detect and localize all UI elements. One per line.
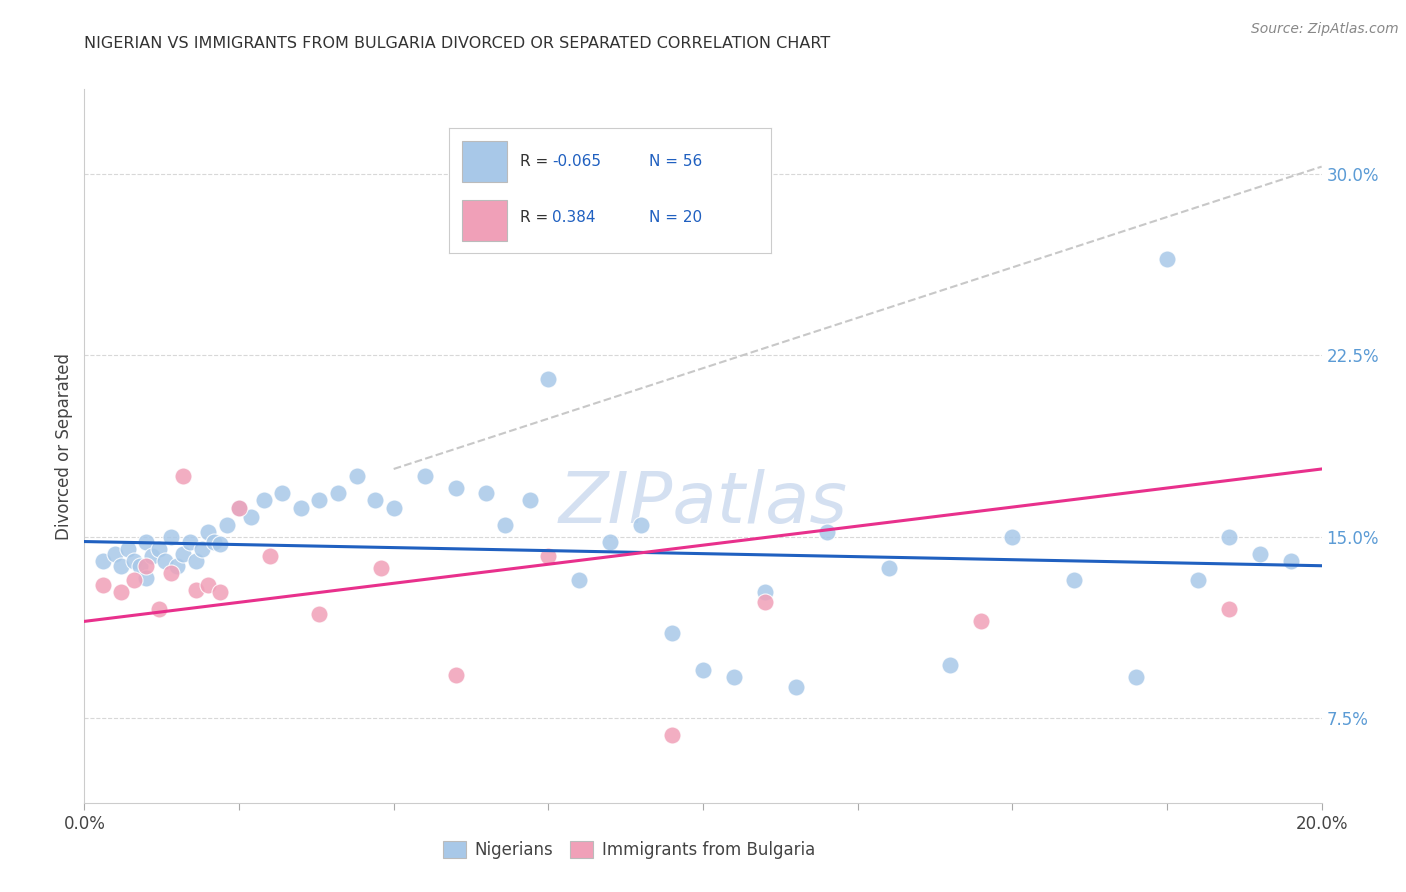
Point [444, 481, 467, 495]
Point [970, 615, 993, 629]
Point [141, 549, 163, 563]
Point [444, 667, 467, 681]
Point [568, 574, 591, 588]
Point [785, 680, 807, 694]
Point [91, 554, 114, 568]
Point [240, 510, 263, 524]
Point [308, 493, 330, 508]
Point [1218, 602, 1240, 616]
Point [122, 574, 145, 588]
Point [537, 372, 560, 386]
Point [110, 558, 132, 573]
Point [135, 534, 157, 549]
Text: NIGERIAN VS IMMIGRANTS FROM BULGARIA DIVORCED OR SEPARATED CORRELATION CHART: NIGERIAN VS IMMIGRANTS FROM BULGARIA DIV… [84, 36, 831, 51]
Point [815, 524, 838, 539]
Point [661, 728, 683, 742]
Point [160, 566, 183, 580]
Point [692, 663, 714, 677]
Point [184, 554, 207, 568]
Point [308, 607, 330, 621]
Point [723, 670, 745, 684]
Point [148, 602, 170, 616]
Point [172, 547, 194, 561]
Point [1187, 574, 1209, 588]
Point [153, 554, 176, 568]
Point [475, 486, 498, 500]
Point [110, 585, 132, 599]
Point [1125, 670, 1147, 684]
Point [537, 549, 560, 563]
Point [413, 469, 436, 483]
Point [202, 534, 225, 549]
Point [754, 595, 776, 609]
Point [326, 486, 349, 500]
Point [209, 585, 232, 599]
Text: ZIPatlas: ZIPatlas [558, 468, 848, 538]
Point [91, 578, 114, 592]
Point [135, 558, 157, 573]
Point [179, 534, 201, 549]
Point [135, 571, 157, 585]
Point [191, 541, 214, 556]
Point [259, 549, 281, 563]
Legend: Nigerians, Immigrants from Bulgaria: Nigerians, Immigrants from Bulgaria [436, 834, 821, 866]
Point [129, 558, 152, 573]
Point [939, 657, 962, 672]
Point [1156, 252, 1178, 266]
Point [661, 626, 683, 640]
Point [1249, 547, 1271, 561]
Point [228, 500, 250, 515]
Point [148, 541, 170, 556]
Point [599, 534, 621, 549]
Point [172, 469, 194, 483]
Point [877, 561, 900, 575]
Point [1279, 554, 1302, 568]
Point [1063, 574, 1085, 588]
Point [519, 493, 541, 508]
Point [215, 517, 238, 532]
Point [754, 585, 776, 599]
Point [122, 554, 145, 568]
Point [370, 561, 392, 575]
Point [253, 493, 276, 508]
Point [184, 582, 207, 597]
Point [209, 537, 232, 551]
Point [1218, 530, 1240, 544]
Point [346, 469, 368, 483]
Point [271, 486, 294, 500]
Point [290, 500, 312, 515]
Point [166, 558, 188, 573]
Point [1001, 530, 1024, 544]
Point [494, 517, 516, 532]
Point [228, 500, 250, 515]
Point [382, 500, 405, 515]
Point [630, 517, 652, 532]
Point [364, 493, 387, 508]
Point [197, 578, 219, 592]
Point [104, 547, 127, 561]
Y-axis label: Divorced or Separated: Divorced or Separated [55, 352, 73, 540]
Point [117, 541, 139, 556]
Point [160, 530, 183, 544]
Point [197, 524, 219, 539]
Text: Source: ZipAtlas.com: Source: ZipAtlas.com [1251, 22, 1399, 37]
